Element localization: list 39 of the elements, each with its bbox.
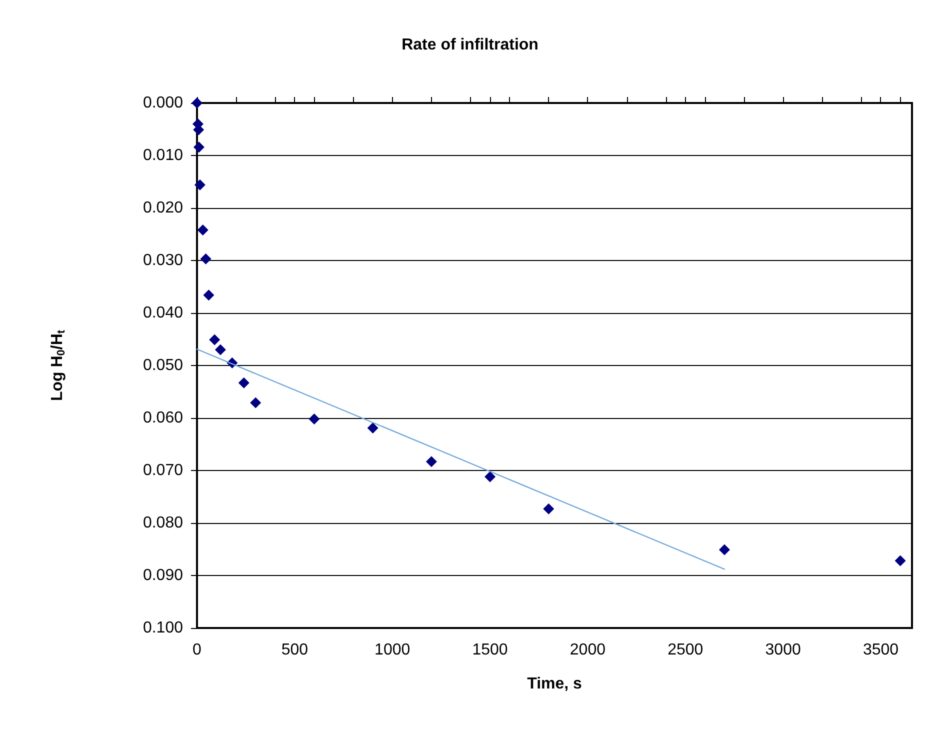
x-tick-label: 0 xyxy=(192,642,202,658)
x-tick-label: 500 xyxy=(281,642,308,658)
point xyxy=(200,253,212,264)
y-tick-label: 0.080 xyxy=(142,514,184,532)
x-tick-label: 3000 xyxy=(765,642,801,658)
y-tick-label: 0.010 xyxy=(142,147,184,164)
point xyxy=(209,334,220,346)
point xyxy=(238,377,250,388)
y-tick-label: 0.060 xyxy=(142,410,184,426)
point xyxy=(308,414,320,425)
chart-title: Rate of infiltration xyxy=(402,36,538,54)
y-tick-label: 0.050 xyxy=(142,357,184,374)
x-tick-label: 1000 xyxy=(374,642,410,658)
point xyxy=(718,544,730,556)
y-tick-label: 0.070 xyxy=(142,462,184,479)
y-tick-label: 0.100 xyxy=(142,620,184,636)
point xyxy=(197,224,208,236)
point xyxy=(203,290,214,301)
point xyxy=(894,555,906,566)
point xyxy=(214,344,226,356)
point xyxy=(192,98,202,108)
y-tick-label: 0.020 xyxy=(142,200,184,216)
point xyxy=(250,397,262,408)
point xyxy=(193,142,204,153)
point xyxy=(367,422,378,434)
x-tick-label: 1500 xyxy=(472,642,508,658)
y-tick-label: 0.090 xyxy=(142,567,184,584)
y-tick-label: 0.000 xyxy=(142,94,184,112)
y-axis-title: Log H0/Ht xyxy=(49,330,68,402)
x-tick-label: 2000 xyxy=(570,642,606,658)
x-tick-label: 2500 xyxy=(668,642,704,658)
point xyxy=(543,503,554,514)
point xyxy=(426,456,437,468)
x-axis-title: Time, s xyxy=(527,676,582,692)
point xyxy=(484,471,496,482)
y-tick-label: 0.030 xyxy=(142,252,184,269)
x-tick-label: 3500 xyxy=(862,642,899,658)
y-tick-label: 0.040 xyxy=(142,304,184,322)
point xyxy=(194,179,206,190)
